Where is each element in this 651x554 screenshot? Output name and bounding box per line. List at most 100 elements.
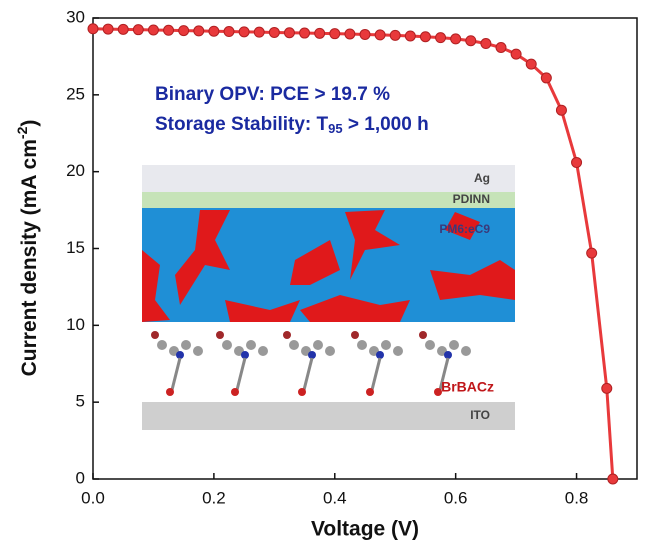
data-point xyxy=(435,32,447,44)
domain xyxy=(445,212,480,240)
data-point xyxy=(329,28,341,40)
inset: Ag PDINN PM6:eC9 BrBACz ITO xyxy=(142,165,515,430)
data-point xyxy=(132,24,144,36)
data-point xyxy=(299,27,311,39)
y-label-text: Current density (mA cm xyxy=(18,139,41,376)
annotation: Binary OPV: PCE > 19.7 % xyxy=(155,84,390,105)
atom xyxy=(231,388,239,396)
bond xyxy=(170,357,182,391)
data-point xyxy=(571,156,583,168)
data-point xyxy=(480,38,492,50)
data-point xyxy=(193,25,205,37)
data-point xyxy=(404,30,416,42)
ag-layer xyxy=(142,165,515,193)
data-point xyxy=(495,42,507,54)
bond xyxy=(438,357,450,391)
atom xyxy=(351,331,359,339)
data-point xyxy=(359,28,371,40)
data-point xyxy=(238,26,250,38)
atom xyxy=(222,340,232,350)
annotation: Storage Stability: T95 > 1,000 h xyxy=(155,114,429,136)
atom xyxy=(381,340,391,350)
molecules xyxy=(151,331,471,396)
x-tick-label: 0.2 xyxy=(202,488,226,507)
sam-layer xyxy=(142,322,515,402)
domain xyxy=(290,240,340,285)
donor-domains xyxy=(142,210,515,322)
atom xyxy=(308,351,316,359)
layer-label: PM6:eC9 xyxy=(439,222,490,236)
atom xyxy=(449,340,459,350)
atom xyxy=(393,346,403,356)
data-point xyxy=(607,473,619,485)
domain xyxy=(175,210,230,305)
plot-frame xyxy=(92,17,638,480)
y-label-text: ) xyxy=(18,120,41,127)
ito-layer xyxy=(142,402,515,430)
data-point xyxy=(465,35,477,47)
atom xyxy=(376,351,384,359)
data-point xyxy=(223,26,235,38)
data-point xyxy=(419,31,431,43)
atom xyxy=(181,340,191,350)
data-point xyxy=(344,28,356,40)
atom xyxy=(325,346,335,356)
y-tick-label: 0 xyxy=(76,468,85,487)
bond xyxy=(302,357,314,391)
atom xyxy=(151,331,159,339)
y-tick-label: 5 xyxy=(76,392,85,411)
data-point xyxy=(586,247,598,259)
atom xyxy=(289,340,299,350)
data-point xyxy=(163,24,175,36)
annotation-text: Storage Stability: T xyxy=(155,114,329,135)
y-tick-label: 30 xyxy=(66,7,85,26)
data-point xyxy=(374,29,386,41)
data-point xyxy=(102,23,114,35)
annotation-text: > 1,000 h xyxy=(343,114,429,135)
atom xyxy=(176,351,184,359)
atom xyxy=(283,331,291,339)
atom xyxy=(444,351,452,359)
data-point xyxy=(450,33,462,45)
layer-label: PDINN xyxy=(453,192,490,206)
x-tick-label: 0.4 xyxy=(323,488,347,507)
atom xyxy=(241,351,249,359)
layer-label: Ag xyxy=(474,171,490,185)
y-tick-label: 15 xyxy=(66,238,85,257)
data-point xyxy=(147,24,159,36)
data-point xyxy=(208,25,220,37)
atom xyxy=(216,331,224,339)
atom xyxy=(357,340,367,350)
atom xyxy=(157,340,167,350)
x-tick-label: 0.0 xyxy=(81,488,105,507)
layer-label: BrBACz xyxy=(441,379,494,395)
atom xyxy=(419,331,427,339)
domain xyxy=(300,295,410,322)
data-point xyxy=(389,29,401,41)
data-point xyxy=(178,25,190,37)
domain xyxy=(225,300,300,322)
data-point xyxy=(283,27,295,39)
y-tick-label: 25 xyxy=(66,84,85,103)
x-tick-label: 0.6 xyxy=(444,488,468,507)
domain xyxy=(430,260,515,300)
data-point xyxy=(555,104,567,116)
x-tick-label: 0.8 xyxy=(565,488,589,507)
data-point xyxy=(525,58,537,70)
annotation-sub: 95 xyxy=(328,121,342,136)
data-point xyxy=(540,72,552,84)
data-point xyxy=(117,23,129,35)
data-point xyxy=(601,382,613,394)
y-axis-label: Current density (mA cm-2) xyxy=(14,120,41,377)
bond xyxy=(370,357,382,391)
atom xyxy=(313,340,323,350)
layer-label: ITO xyxy=(470,408,490,422)
atom xyxy=(246,340,256,350)
y-label-sup: -2 xyxy=(14,126,30,139)
data-point xyxy=(268,26,280,38)
y-tick-label: 10 xyxy=(66,315,85,334)
x-axis-label: Voltage (V) xyxy=(311,518,419,541)
atom xyxy=(258,346,268,356)
y-tick-label: 20 xyxy=(66,161,85,180)
